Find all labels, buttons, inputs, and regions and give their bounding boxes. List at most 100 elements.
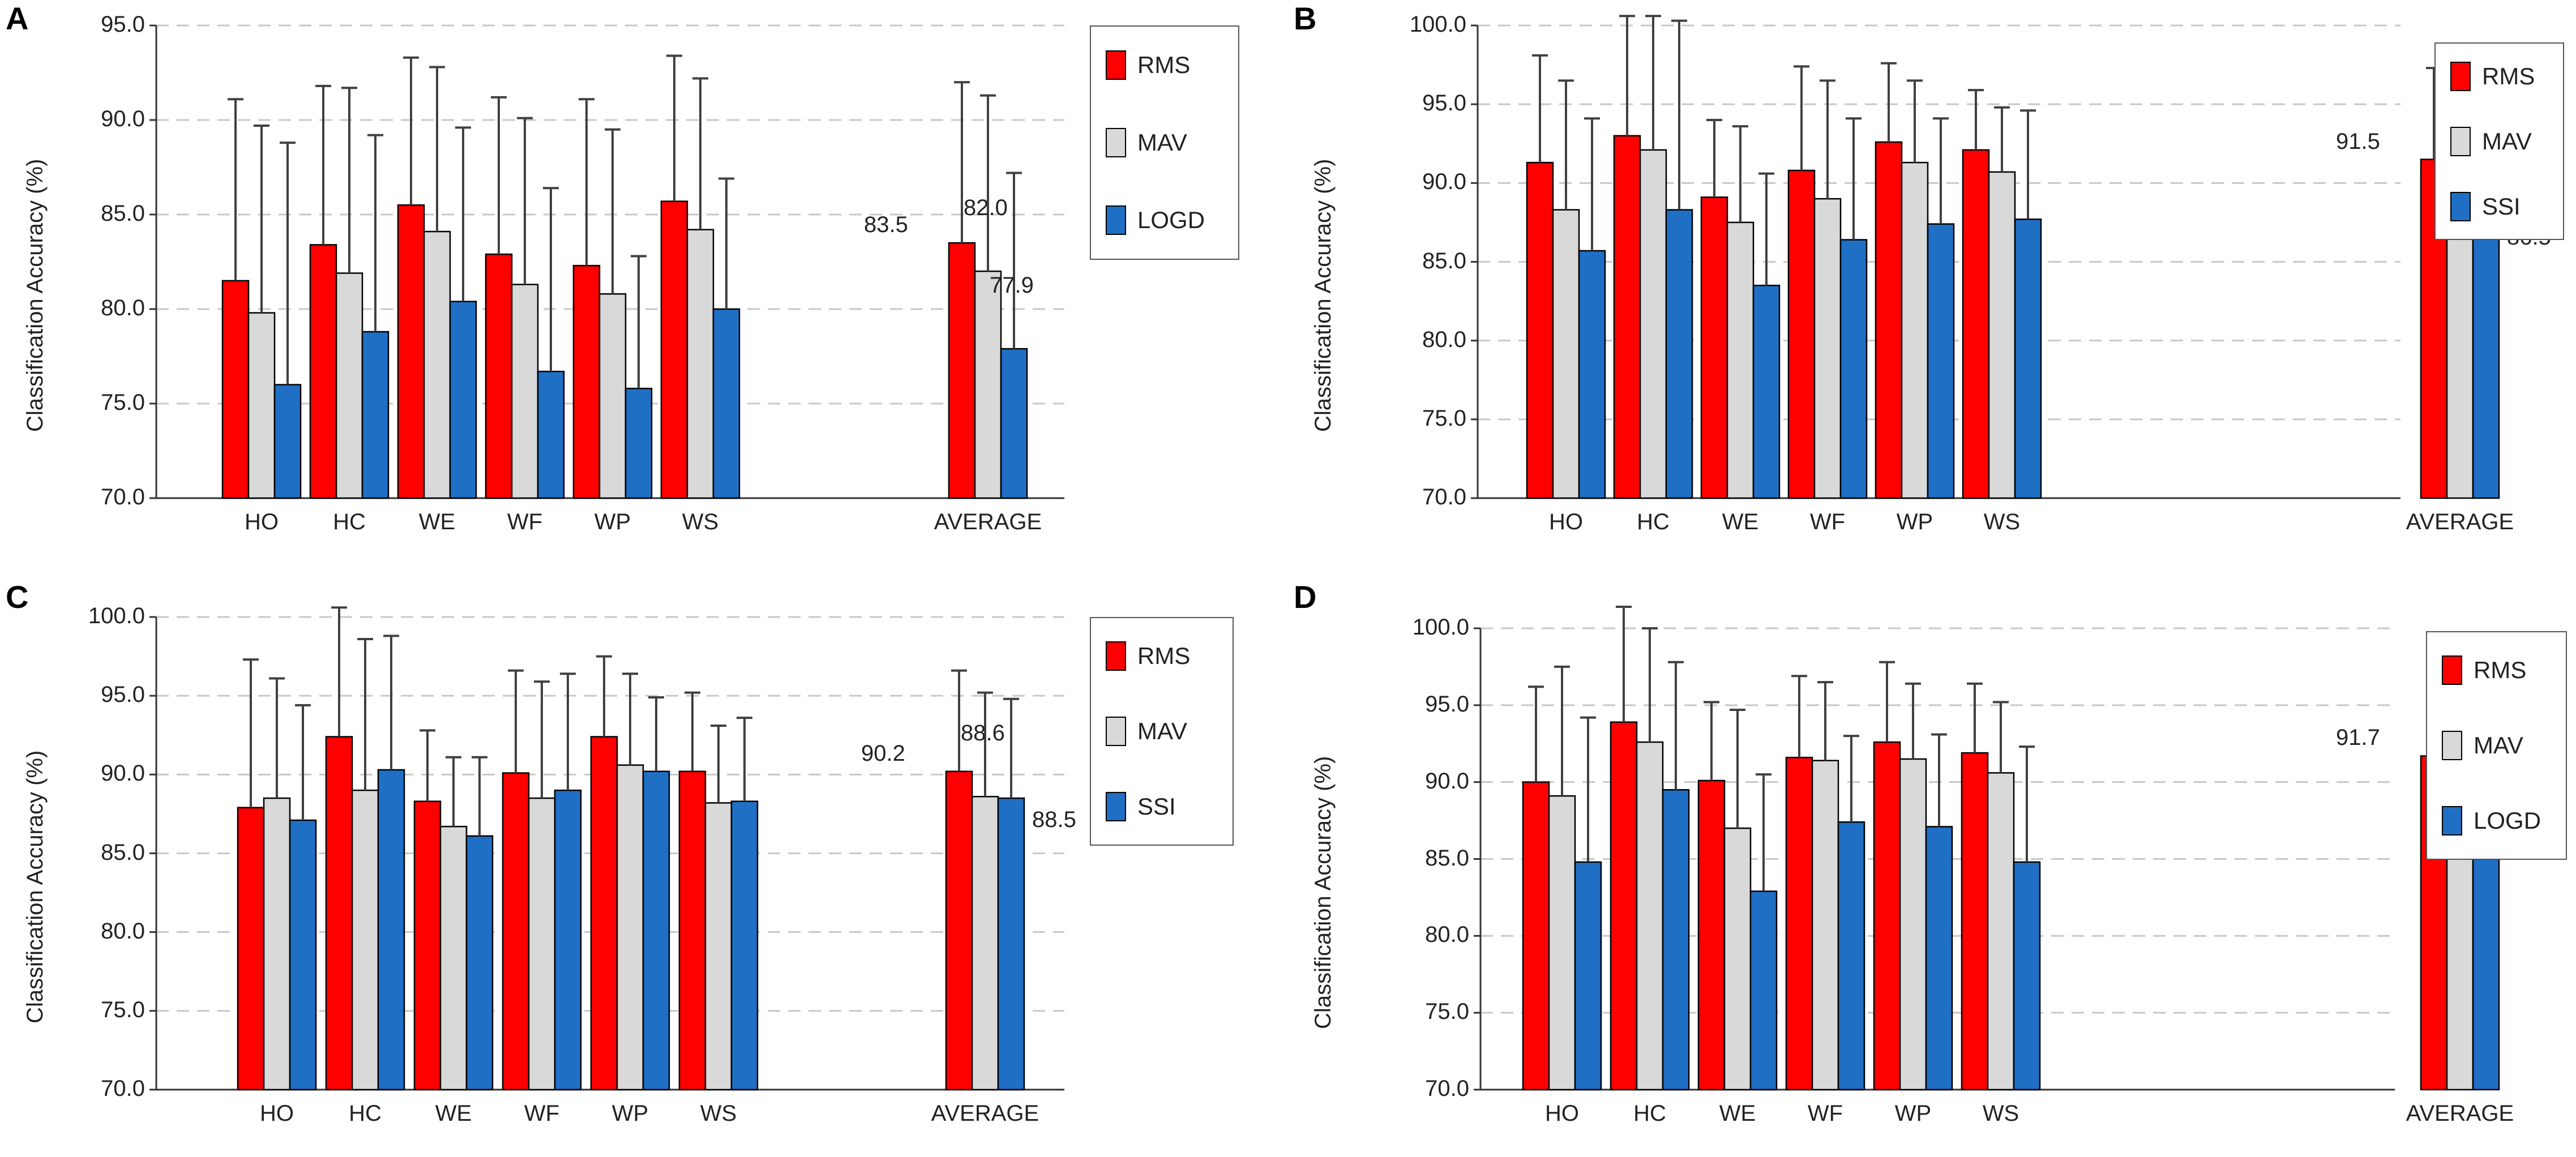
- data-label-average-rms: 83.5: [864, 212, 908, 238]
- y-tick-label: 95.0: [1422, 91, 1466, 116]
- x-tick-label: HO: [1549, 509, 1583, 534]
- x-tick-label: WP: [1894, 1101, 1932, 1126]
- y-tick-label: 80.0: [1425, 922, 1469, 948]
- legend-swatch: [1106, 205, 1126, 235]
- x-tick-label: WP: [594, 509, 631, 534]
- data-label-average-rms: 90.2: [861, 740, 905, 766]
- bar-rms-hc: [1610, 721, 1638, 1091]
- legend-item-logd: LOGD: [1106, 203, 1205, 237]
- x-tick-label: WE: [1719, 1101, 1756, 1126]
- x-tick-label: WE: [418, 509, 456, 534]
- x-tick-label: WF: [1809, 509, 1846, 534]
- data-label-average-mav: 88.6: [961, 721, 1005, 746]
- x-tick-label: HC: [1637, 509, 1670, 534]
- bar-mav-average: [2446, 183, 2474, 499]
- data-label-average-mav: 90.3: [2436, 701, 2480, 727]
- bar-logd-wp: [624, 388, 653, 499]
- x-tick-label: HO: [1545, 1101, 1579, 1126]
- legend: RMS MAV SSI: [2434, 42, 2564, 240]
- x-tick-label: WF: [507, 509, 543, 534]
- y-axis-label: Classification Accuracy (%): [23, 750, 48, 1023]
- y-tick-label: 85.0: [101, 201, 145, 226]
- legend-swatch: [1106, 641, 1126, 671]
- y-tick-label: 95.0: [101, 12, 145, 37]
- x-tick-label: AVERAGE: [2406, 1101, 2514, 1126]
- y-tick-label: 95.0: [1425, 691, 1469, 717]
- bar-rms-average: [2420, 755, 2448, 1091]
- panel-letter: B: [1294, 1, 1317, 36]
- data-label-average-mav: 89.9: [2436, 109, 2480, 134]
- legend-swatch: [1106, 50, 1126, 80]
- bar-rms-ws: [1961, 752, 1989, 1091]
- x-tick-label: WS: [1982, 1101, 2019, 1126]
- bar-mav-ws: [1987, 772, 2015, 1091]
- y-tick-label: 90.0: [101, 761, 145, 786]
- bar-mav-wp: [1901, 161, 1929, 499]
- legend-swatch: [2442, 731, 2462, 760]
- bar-mav-we: [423, 230, 451, 499]
- bar-logd-ws: [712, 308, 741, 499]
- x-tick-label: AVERAGE: [934, 509, 1042, 534]
- legend-item-ssi: SSI: [1106, 790, 1176, 824]
- bar-ssi-ho: [1578, 250, 1606, 499]
- bar-logd-wp: [1925, 826, 1953, 1091]
- legend-swatch: [2442, 655, 2462, 685]
- legend-swatch: [1106, 792, 1126, 822]
- legend-label: RMS: [1137, 52, 1191, 79]
- bar-mav-ho: [1548, 795, 1576, 1091]
- y-axis-label: Classification Accuracy (%): [23, 158, 48, 432]
- bar-mav-wf: [528, 797, 556, 1091]
- bar-rms-we: [1697, 779, 1726, 1091]
- legend-swatch: [2450, 61, 2471, 91]
- bar-mav-hc: [1639, 149, 1667, 499]
- bar-mav-ws: [1988, 171, 2016, 499]
- legend-swatch: [2450, 126, 2471, 156]
- legend-item-rms: RMS: [2442, 653, 2526, 687]
- bar-rms-ho: [221, 280, 250, 499]
- bar-rms-ws: [660, 200, 688, 499]
- bar-logd-we: [449, 301, 477, 499]
- bar-mav-hc: [335, 272, 363, 499]
- legend-label: SSI: [2482, 192, 2521, 220]
- legend-item-mav: MAV: [2442, 729, 2523, 762]
- bar-rms-ho: [1526, 161, 1554, 499]
- bar-logd-hc: [1662, 789, 1690, 1091]
- bar-logd-ho: [1574, 861, 1602, 1091]
- y-tick-label: 90.0: [1422, 169, 1466, 195]
- bar-logd-we: [1749, 890, 1778, 1091]
- bar-rms-wp: [1873, 741, 1901, 1091]
- legend-label: MAV: [1137, 718, 1187, 744]
- legend-label: RMS: [2474, 656, 2527, 683]
- data-label-average-rms: 91.7: [2336, 725, 2380, 751]
- legend-item-logd: LOGD: [2442, 804, 2541, 838]
- data-label-average-logd: 86.1: [2467, 822, 2511, 848]
- bar-rms-wp: [572, 264, 601, 499]
- y-tick-label: 85.0: [101, 839, 145, 865]
- legend-swatch: [2442, 806, 2462, 836]
- bar-mav-average: [2446, 777, 2474, 1091]
- legend-swatch: [1106, 128, 1126, 157]
- bar-rms-we: [413, 800, 442, 1091]
- bar-mav-hc: [1636, 741, 1664, 1091]
- bar-ssi-wf: [554, 789, 582, 1091]
- x-tick-label: WF: [1807, 1101, 1843, 1126]
- y-tick-label: 75.0: [1425, 999, 1469, 1025]
- bar-rms-wf: [502, 772, 530, 1091]
- y-tick-label: 70.0: [101, 1076, 145, 1101]
- legend-label: LOGD: [2474, 807, 2541, 834]
- y-tick-label: 100.0: [1409, 12, 1466, 37]
- legend-label: RMS: [2482, 62, 2535, 89]
- bar-mav-we: [1726, 221, 1755, 499]
- y-tick-label: 75.0: [101, 390, 145, 415]
- legend-label: MAV: [2482, 127, 2532, 155]
- legend-item-rms: RMS: [2450, 59, 2535, 93]
- legend-label: LOGD: [1137, 206, 1205, 233]
- legend-label: MAV: [1137, 129, 1187, 156]
- y-tick-label: 75.0: [101, 997, 145, 1022]
- y-tick-label: 80.0: [101, 295, 145, 320]
- bar-ssi-average: [997, 797, 1025, 1091]
